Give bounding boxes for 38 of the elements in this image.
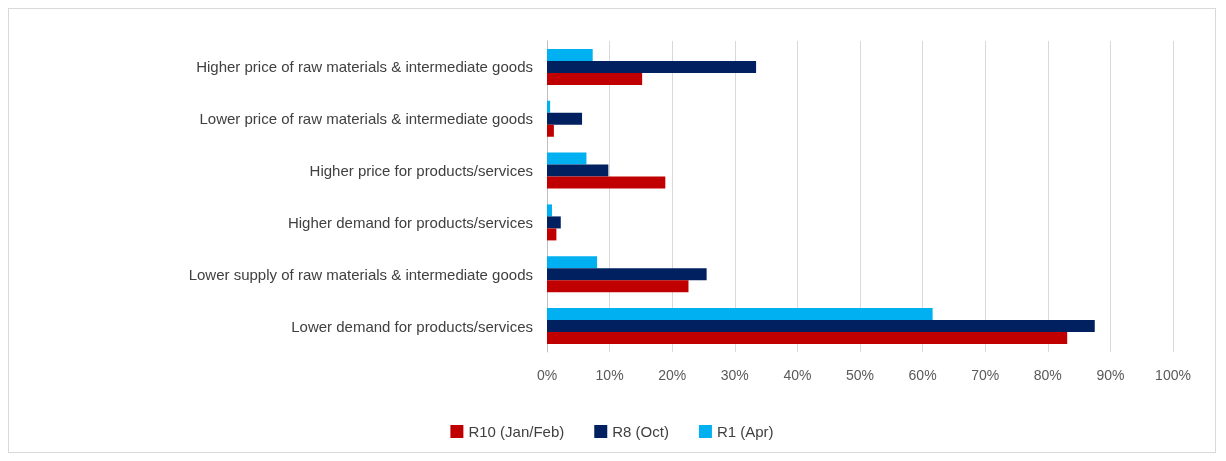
x-tick-label: 0%: [536, 367, 558, 383]
x-tick-label: 50%: [845, 367, 875, 383]
y-tick-label: Lower demand for products/services: [291, 317, 533, 335]
y-tick-label: Higher price for products/services: [309, 162, 533, 180]
bar: [547, 112, 583, 125]
y-tick-label: Lower price of raw materials & intermediate goods: [199, 110, 533, 128]
x-tick-label: 70%: [971, 367, 1000, 383]
bar: [547, 268, 707, 281]
bar: [547, 60, 757, 73]
bar: [547, 256, 598, 269]
bar: [547, 332, 1068, 345]
x-tick-label: 90%: [1096, 367, 1125, 383]
legend-label: R1 (Apr): [716, 423, 774, 440]
bar: [547, 228, 557, 241]
x-tick-label: 30%: [720, 367, 749, 383]
bar: [547, 280, 689, 293]
bar: [547, 48, 593, 61]
x-tick-label: 40%: [783, 367, 812, 383]
legend-label: R8 (Oct): [612, 423, 669, 440]
bar: [547, 308, 933, 321]
x-tick-label: 10%: [595, 367, 624, 383]
bar: [547, 204, 553, 217]
x-tick-label: 20%: [658, 367, 687, 383]
bar: [547, 72, 643, 85]
x-tick-label: 100%: [1155, 367, 1191, 383]
bar: [547, 176, 666, 189]
bar: [547, 216, 561, 229]
y-tick-label: Lower supply of raw materials & intermediate goods: [188, 265, 533, 283]
bar: [547, 152, 587, 165]
x-tick-label: 60%: [908, 367, 937, 383]
bar: [547, 100, 551, 113]
bar: [547, 124, 554, 137]
legend-label: R10 (Jan/Feb): [468, 423, 565, 440]
bar: [547, 320, 1095, 333]
x-tick-label: 80%: [1033, 367, 1062, 383]
bar: [547, 164, 609, 177]
y-tick-label: Higher demand for products/services: [287, 213, 533, 231]
y-tick-label: Higher price of raw materials & intermediate goods: [196, 58, 533, 76]
